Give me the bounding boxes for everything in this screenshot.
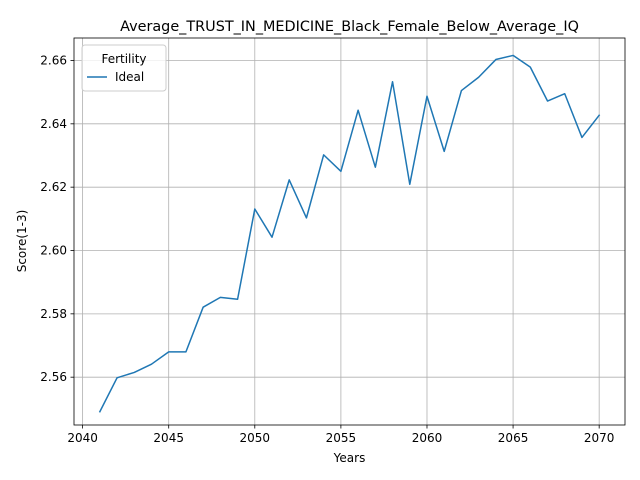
- legend-box: [81, 44, 167, 92]
- y-axis-label: Score(1-3): [15, 210, 29, 273]
- series-line-ideal: [98, 54, 601, 413]
- x-tick-label: 2045: [153, 431, 184, 445]
- x-axis-label: Years: [333, 451, 366, 465]
- x-tick-label: 2055: [326, 431, 357, 445]
- chart-title: Average_TRUST_IN_MEDICINE_Black_Female_B…: [120, 19, 579, 35]
- y-tick-label: 2.56: [40, 370, 67, 384]
- y-tick-label: 2.62: [40, 180, 67, 194]
- plot-area-frame: [73, 37, 626, 426]
- legend: Fertility Ideal: [81, 44, 167, 92]
- x-axis-ticks: 2040 2045 2050 2055 2060 2065 2070: [67, 425, 614, 445]
- x-tick-label: 2040: [67, 431, 98, 445]
- series-group: [98, 54, 601, 413]
- legend-title: Fertility: [101, 52, 146, 66]
- x-tick-label: 2070: [584, 431, 615, 445]
- x-tick-label: 2050: [240, 431, 271, 445]
- y-axis-ticks: 2.56 2.58 2.60 2.62 2.64 2.66: [40, 53, 74, 384]
- grid-lines: [74, 38, 625, 425]
- y-tick-label: 2.66: [40, 53, 67, 67]
- y-tick-label: 2.60: [40, 244, 67, 258]
- x-tick-label: 2065: [498, 431, 529, 445]
- y-tick-label: 2.64: [40, 117, 67, 131]
- y-tick-label: 2.58: [40, 307, 67, 321]
- x-tick-label: 2060: [412, 431, 443, 445]
- legend-label-ideal: Ideal: [115, 70, 144, 84]
